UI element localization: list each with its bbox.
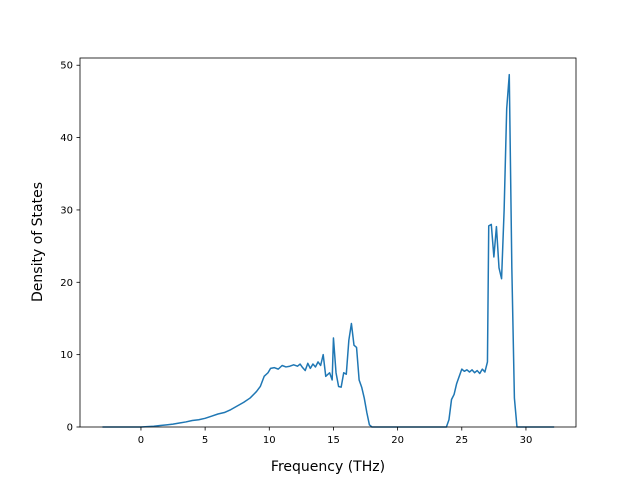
x-axis: 0 5 10 15 20 25 30 [138,427,533,446]
y-tick-label: 20 [60,278,73,289]
x-tick-label: 5 [202,435,208,446]
y-axis-label: Density of States [30,182,46,302]
x-tick-label: 10 [263,435,276,446]
y-tick-label: 50 [60,61,73,72]
x-tick-label: 15 [327,435,340,446]
y-tick-label: 10 [60,350,73,361]
plot-frame [79,57,577,428]
y-tick-label: 30 [60,205,73,216]
plot-area [102,73,555,428]
y-axis: 0 10 20 30 40 50 [60,61,80,434]
y-tick-label: 0 [67,423,73,434]
dos-series-line-0 [102,73,555,428]
y-tick-label: 40 [60,133,73,144]
x-tick-label: 0 [138,435,144,446]
x-axis-label: Frequency (THz) [271,459,385,475]
x-tick-label: 25 [455,435,468,446]
x-tick-label: 20 [391,435,404,446]
x-tick-label: 30 [520,435,533,446]
